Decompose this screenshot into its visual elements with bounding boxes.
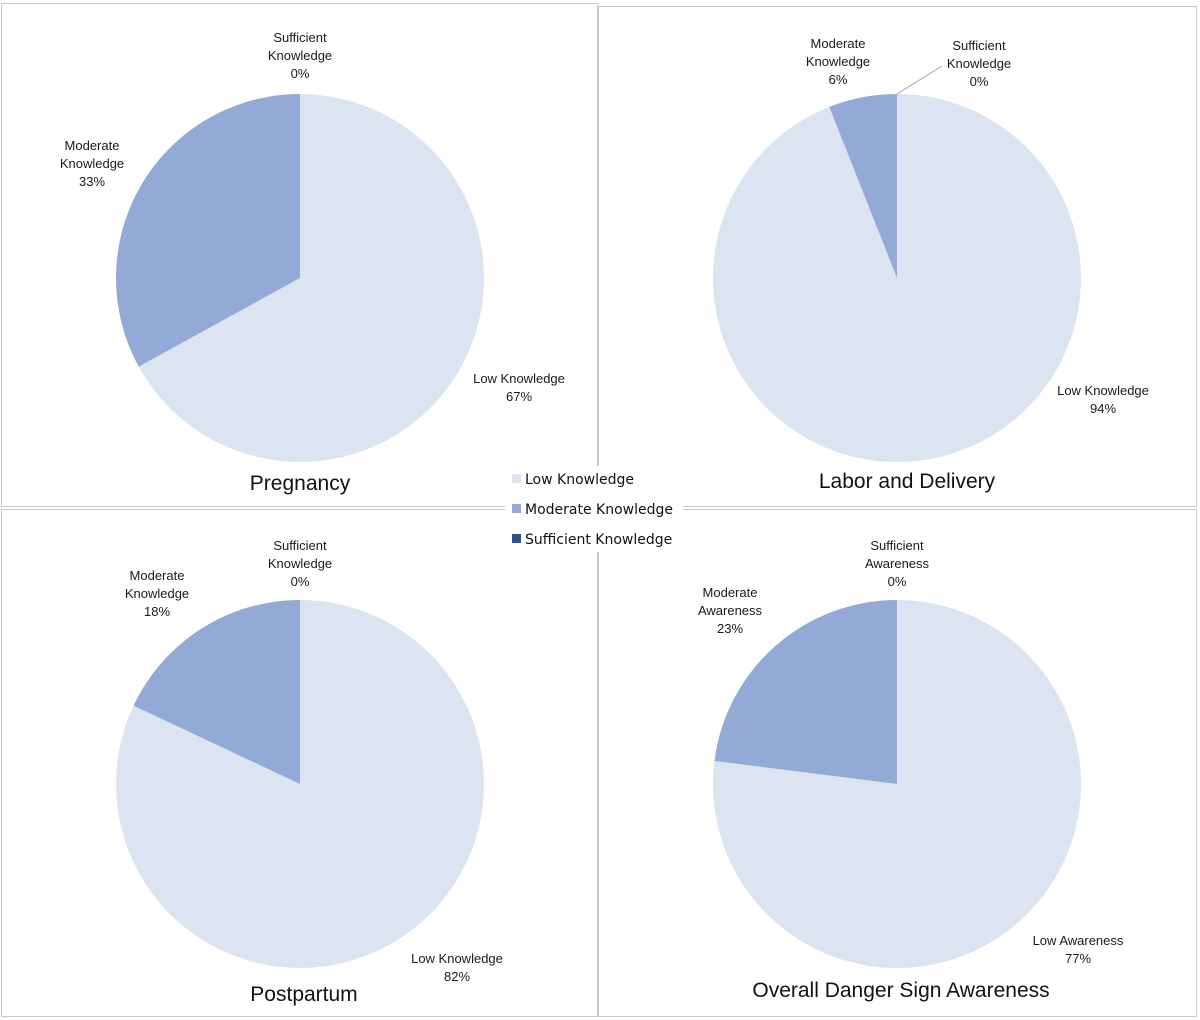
legend-item-low: Low Knowledge	[512, 472, 634, 488]
pie-slice-labor-delivery-moderate	[829, 94, 897, 278]
chart-title-pregnancy: Pregnancy	[250, 472, 351, 495]
pie-chart-postpartum: Low Knowledge 82% Moderate Knowledge 18% Suff…	[115, 538, 503, 1006]
data-label-overall-sufficient: Sufficient Awareness 0%	[865, 538, 930, 589]
leader-line-labor-delivery-sufficient	[896, 65, 943, 95]
pie-slice-overall-low	[712, 600, 1081, 968]
data-label-pregnancy-moderate: Moderate Knowledge 33%	[60, 138, 124, 189]
data-label-labor-delivery-moderate: Moderate Knowledge 6%	[806, 36, 870, 87]
pie-chart-pregnancy: Low Knowledge 67% Moderate Knowledge 33% Suff…	[60, 30, 565, 495]
chart-title-overall: Overall Danger Sign Awareness	[752, 979, 1049, 1002]
charts-layer: Low Knowledge 67% Moderate Knowledge 33% Suff…	[60, 30, 1149, 1006]
pie-chart-overall: Low Awareness 77% Moderate Awareness 23% Suff…	[698, 538, 1124, 1002]
data-label-pregnancy-sufficient: Sufficient Knowledge 0%	[268, 30, 332, 81]
legend-label-low: Low Knowledge	[525, 472, 634, 488]
legend-background	[505, 466, 683, 552]
pie-slice-postpartum-moderate	[133, 600, 300, 784]
legend-swatch-moderate	[512, 504, 521, 513]
pie-slice-pregnancy-low	[138, 94, 485, 462]
data-label-labor-delivery-low: Low Knowledge 94%	[1057, 383, 1149, 416]
legend-label-moderate: Moderate Knowledge	[525, 502, 673, 518]
pie-slice-overall-moderate	[714, 600, 897, 784]
chart-legend: Low Knowledge Moderate Knowledge Suffici…	[505, 466, 683, 552]
data-label-postpartum-sufficient: Sufficient Knowledge 0%	[268, 538, 332, 589]
pie-slice-postpartum-low	[115, 600, 484, 969]
legend-swatch-low	[512, 474, 521, 483]
chart-title-postpartum: Postpartum	[250, 983, 357, 1006]
chart-title-labor-delivery: Labor and Delivery	[819, 470, 996, 493]
pie-slice-pregnancy-moderate	[116, 94, 301, 367]
data-label-postpartum-moderate: Moderate Knowledge 18%	[125, 568, 189, 619]
data-label-overall-moderate: Moderate Awareness 23%	[698, 585, 763, 636]
data-label-postpartum-low: Low Knowledge 82%	[411, 951, 503, 984]
data-label-overall-low: Low Awareness 77%	[1033, 933, 1124, 966]
legend-swatch-sufficient	[512, 534, 521, 543]
pie-slice-labor-delivery-low	[713, 94, 1082, 462]
data-label-pregnancy-low: Low Knowledge 67%	[473, 371, 565, 404]
pie-chart-labor-delivery: Low Knowledge 94% Moderate Knowledge 6% Suffi…	[713, 36, 1149, 493]
data-label-labor-delivery-sufficient: Sufficient Knowledge 0%	[947, 38, 1011, 89]
legend-item-moderate: Moderate Knowledge	[512, 502, 673, 518]
legend-item-sufficient: Sufficient Knowledge	[512, 532, 672, 548]
legend-label-sufficient: Sufficient Knowledge	[525, 532, 672, 548]
